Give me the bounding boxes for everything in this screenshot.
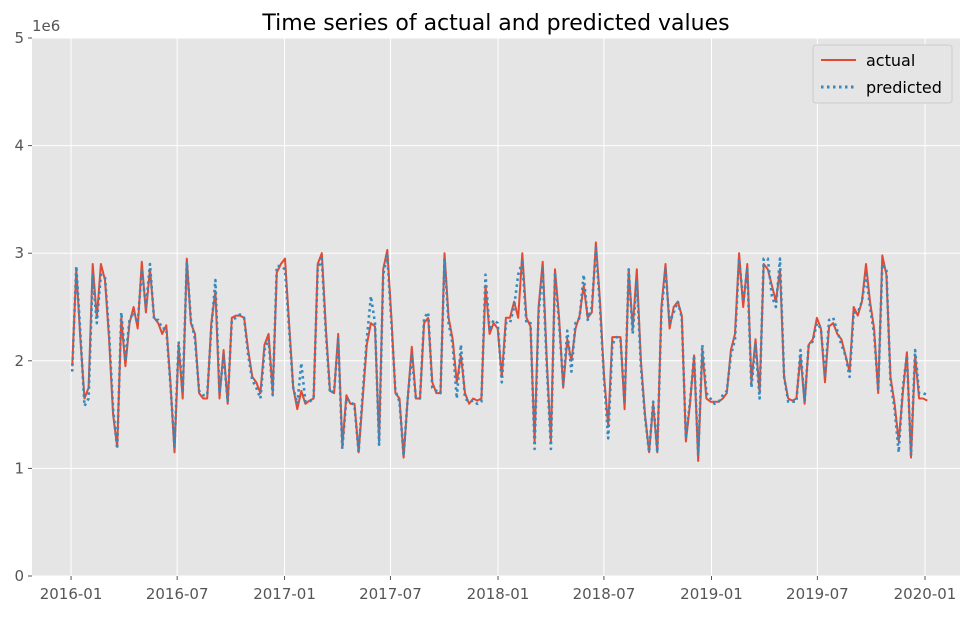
y-tick-label: 2 bbox=[14, 352, 24, 370]
x-tick-label: 2017-07 bbox=[359, 585, 422, 603]
x-tick-label: 2018-01 bbox=[467, 585, 530, 603]
legend-actual-label: actual bbox=[866, 51, 915, 70]
y-tick-label: 4 bbox=[14, 137, 24, 155]
y-tick-label: 3 bbox=[14, 244, 24, 262]
y-tick-label: 1 bbox=[14, 459, 24, 477]
y-tick-label: 0 bbox=[14, 567, 24, 585]
y-tick-label: 5 bbox=[14, 29, 24, 47]
x-tick-label: 2017-01 bbox=[253, 585, 316, 603]
plot-area bbox=[32, 38, 960, 576]
x-tick-label: 2018-07 bbox=[573, 585, 636, 603]
legend-predicted-label: predicted bbox=[866, 78, 942, 97]
legend: actual predicted bbox=[812, 44, 953, 104]
chart-title: Time series of actual and predicted valu… bbox=[261, 11, 729, 36]
series-line-predicted bbox=[70, 246, 928, 457]
x-tick-label: 2016-01 bbox=[40, 585, 103, 603]
x-tick-label: 2019-01 bbox=[680, 585, 743, 603]
x-tick-label: 2019-07 bbox=[786, 585, 849, 603]
x-tick-label: 2020-01 bbox=[894, 585, 957, 603]
y-offset-label: 1e6 bbox=[32, 17, 60, 35]
x-tick-label: 2016-07 bbox=[146, 585, 209, 603]
